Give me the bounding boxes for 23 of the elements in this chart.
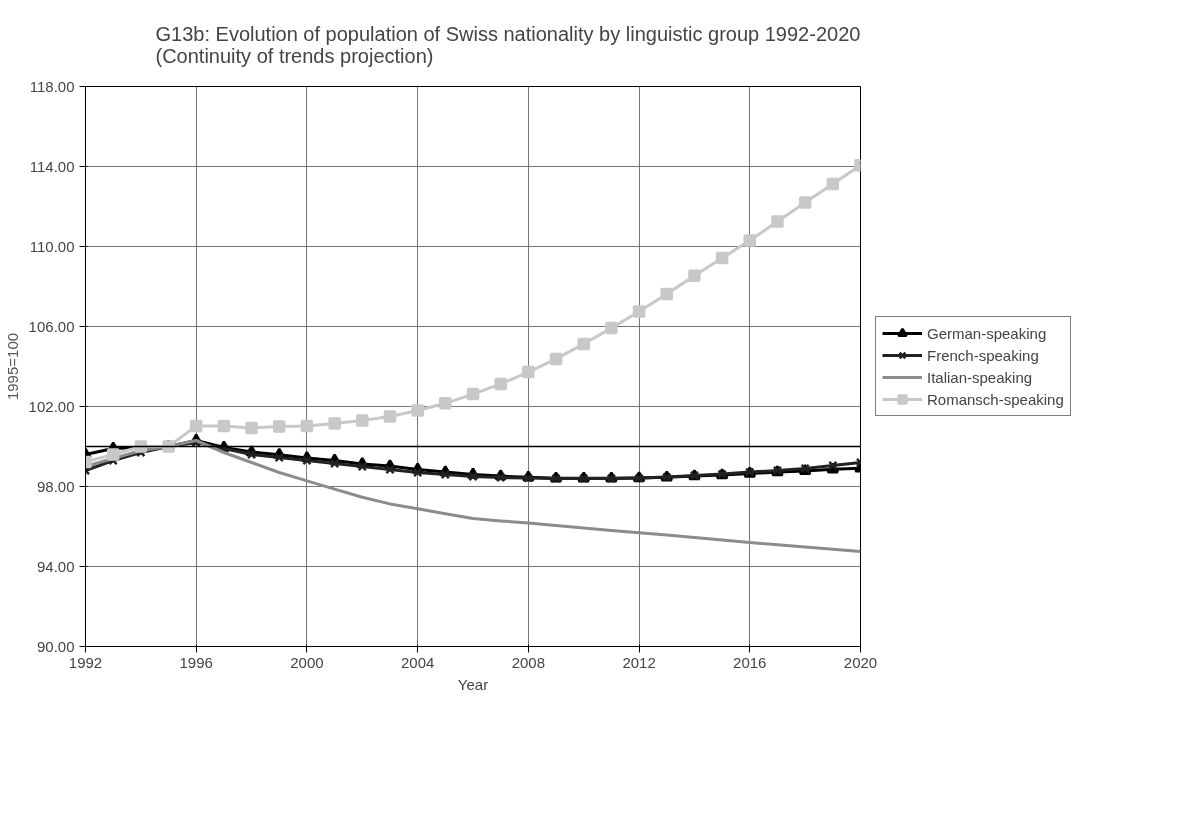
y-tick-label: 118.00 (29, 77, 75, 95)
y-tick-label: 114.00 (29, 157, 75, 175)
legend-label: German-speaking (927, 324, 1047, 342)
y-tick-label: 90.00 (36, 637, 75, 655)
y-tick-label: 94.00 (36, 557, 75, 575)
x-tick-label: 1996 (179, 653, 213, 671)
x-tick-label: 2000 (290, 653, 324, 671)
x-axis-title: Year (457, 675, 489, 693)
y-axis-title: 1995=100 (3, 332, 21, 401)
y-tick-label: 110.00 (29, 237, 75, 255)
legend-label: Romansch-speaking (927, 390, 1064, 408)
x-tick-label: 2016 (733, 653, 767, 671)
y-tick-label: 102.00 (28, 397, 75, 415)
x-tick-label: 2012 (622, 653, 656, 671)
x-tick-label: 2004 (400, 653, 435, 671)
y-tick-label: 98.00 (36, 477, 75, 495)
x-tick-label: 2020 (843, 653, 878, 671)
legend-label: Italian-speaking (927, 368, 1033, 386)
y-tick-label: 106.00 (28, 317, 75, 335)
chart-title: G13b: Evolution of population of Swiss nationality by linguistic group 1992-2020 (Continuity of trends projection) (155, 22, 861, 67)
legend-label: French-speaking (927, 346, 1039, 364)
x-tick-label: 2008 (511, 653, 546, 671)
x-tick-label: 1992 (68, 653, 103, 671)
